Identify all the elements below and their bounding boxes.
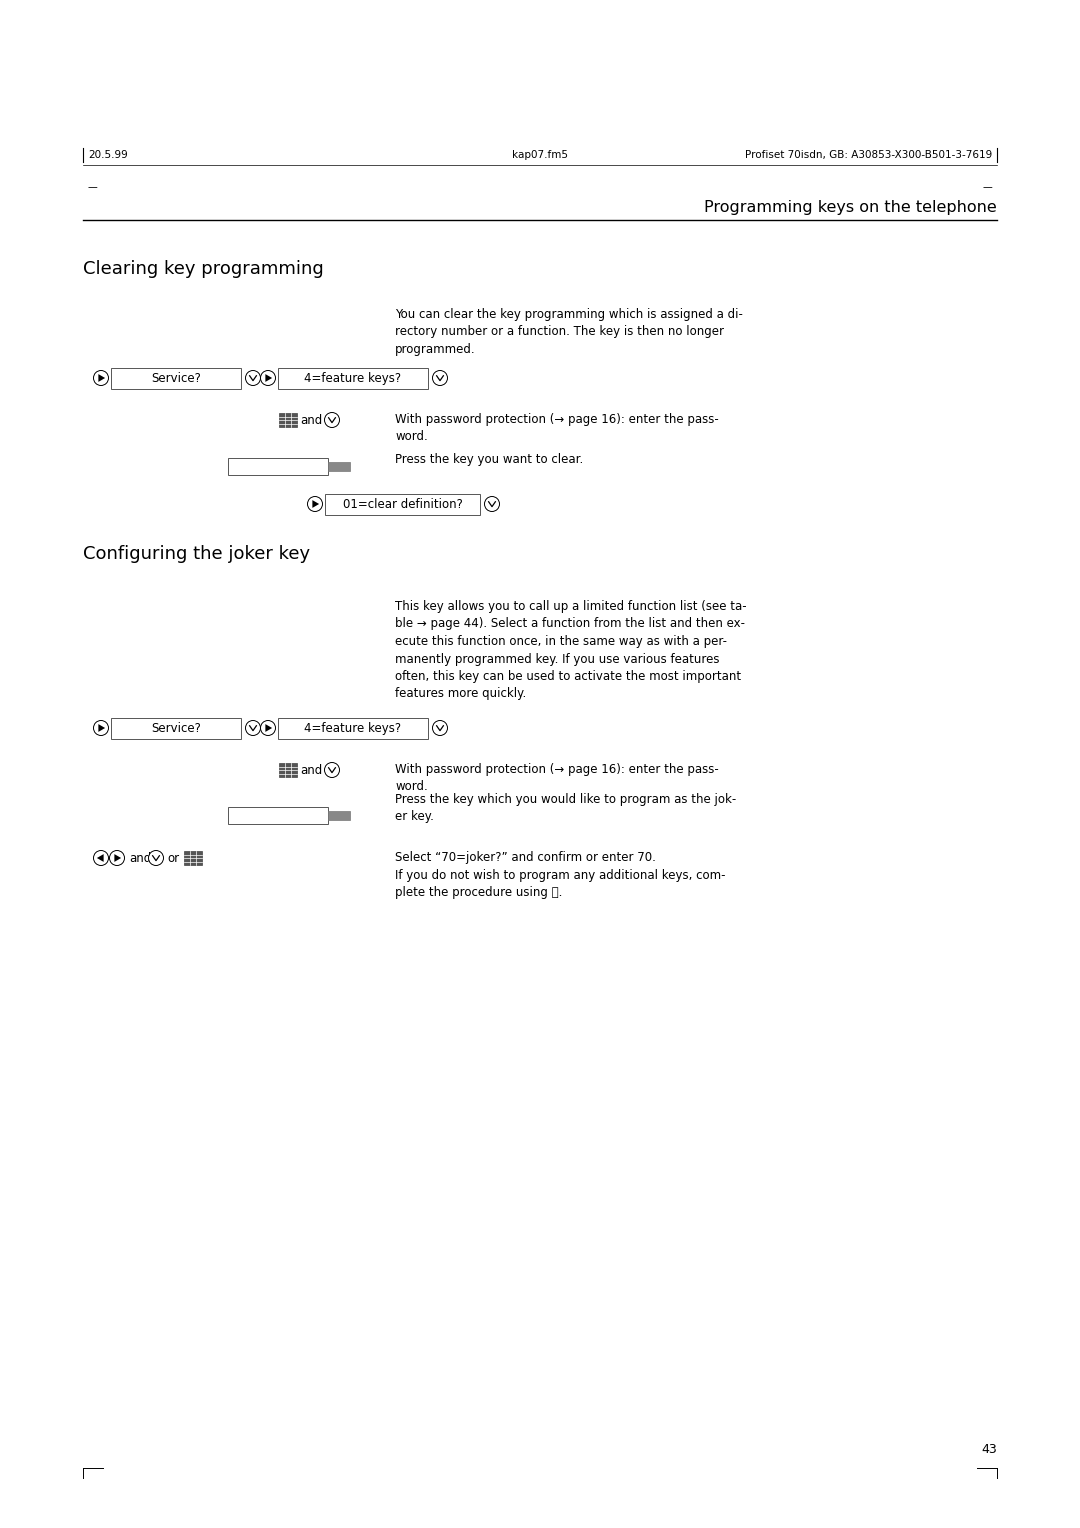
Polygon shape — [312, 500, 319, 507]
FancyBboxPatch shape — [278, 368, 428, 390]
FancyBboxPatch shape — [111, 718, 241, 740]
Text: Service?: Service? — [151, 723, 201, 735]
Text: Press the key you want to clear.: Press the key you want to clear. — [395, 452, 583, 466]
Polygon shape — [98, 374, 105, 382]
Circle shape — [324, 762, 339, 778]
Circle shape — [109, 851, 124, 865]
Text: 20.5.99: 20.5.99 — [87, 150, 127, 160]
FancyBboxPatch shape — [184, 851, 202, 865]
Text: Service?: Service? — [151, 371, 201, 385]
Polygon shape — [266, 374, 272, 382]
Text: With password protection (→ page 16): enter the pass-
word.: With password protection (→ page 16): en… — [395, 413, 719, 443]
FancyBboxPatch shape — [325, 494, 480, 515]
FancyBboxPatch shape — [279, 413, 297, 426]
Circle shape — [260, 721, 275, 735]
Text: Clearing key programming: Clearing key programming — [83, 260, 324, 278]
FancyBboxPatch shape — [228, 457, 328, 475]
Text: and: and — [300, 414, 322, 426]
Circle shape — [308, 497, 323, 512]
Text: 01=clear definition?: 01=clear definition? — [342, 498, 462, 510]
FancyBboxPatch shape — [328, 810, 350, 819]
FancyBboxPatch shape — [279, 762, 297, 778]
Text: This key allows you to call up a limited function list (see ta-
ble → page 44). : This key allows you to call up a limited… — [395, 601, 746, 700]
Text: and: and — [129, 851, 151, 865]
Circle shape — [432, 370, 447, 385]
Text: and: and — [300, 764, 322, 776]
Circle shape — [260, 370, 275, 385]
Text: 4=feature keys?: 4=feature keys? — [305, 723, 402, 735]
Text: 4=feature keys?: 4=feature keys? — [305, 371, 402, 385]
Text: Configuring the joker key: Configuring the joker key — [83, 545, 310, 562]
Polygon shape — [98, 724, 105, 732]
Text: —: — — [87, 182, 98, 193]
Text: Press the key which you would like to program as the jok-
er key.: Press the key which you would like to pr… — [395, 793, 737, 824]
Circle shape — [324, 413, 339, 428]
Text: 43: 43 — [982, 1442, 997, 1456]
Circle shape — [149, 851, 163, 865]
Text: or: or — [167, 851, 179, 865]
Text: With password protection (→ page 16): enter the pass-
word.: With password protection (→ page 16): en… — [395, 762, 719, 793]
FancyBboxPatch shape — [328, 461, 350, 471]
FancyBboxPatch shape — [278, 718, 428, 740]
FancyBboxPatch shape — [111, 368, 241, 390]
Polygon shape — [266, 724, 272, 732]
Text: You can clear the key programming which is assigned a di-
rectory number or a fu: You can clear the key programming which … — [395, 309, 743, 356]
Circle shape — [94, 721, 108, 735]
Polygon shape — [114, 854, 121, 862]
Circle shape — [245, 721, 260, 735]
Text: Select “70=joker?” and confirm or enter 70.
If you do not wish to program any ad: Select “70=joker?” and confirm or enter … — [395, 851, 726, 898]
Circle shape — [245, 370, 260, 385]
Circle shape — [94, 370, 108, 385]
FancyBboxPatch shape — [228, 807, 328, 824]
Text: —: — — [982, 182, 993, 193]
Circle shape — [94, 851, 108, 865]
Circle shape — [485, 497, 499, 512]
Circle shape — [432, 721, 447, 735]
Polygon shape — [97, 854, 104, 862]
Text: kap07.fm5: kap07.fm5 — [512, 150, 568, 160]
Text: Profiset 70isdn, GB: A30853-X300-B501-3-7619: Profiset 70isdn, GB: A30853-X300-B501-3-… — [745, 150, 993, 160]
Text: Programming keys on the telephone: Programming keys on the telephone — [704, 200, 997, 215]
